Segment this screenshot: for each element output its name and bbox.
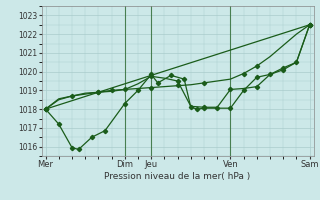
- X-axis label: Pression niveau de la mer( hPa ): Pression niveau de la mer( hPa ): [104, 172, 251, 181]
